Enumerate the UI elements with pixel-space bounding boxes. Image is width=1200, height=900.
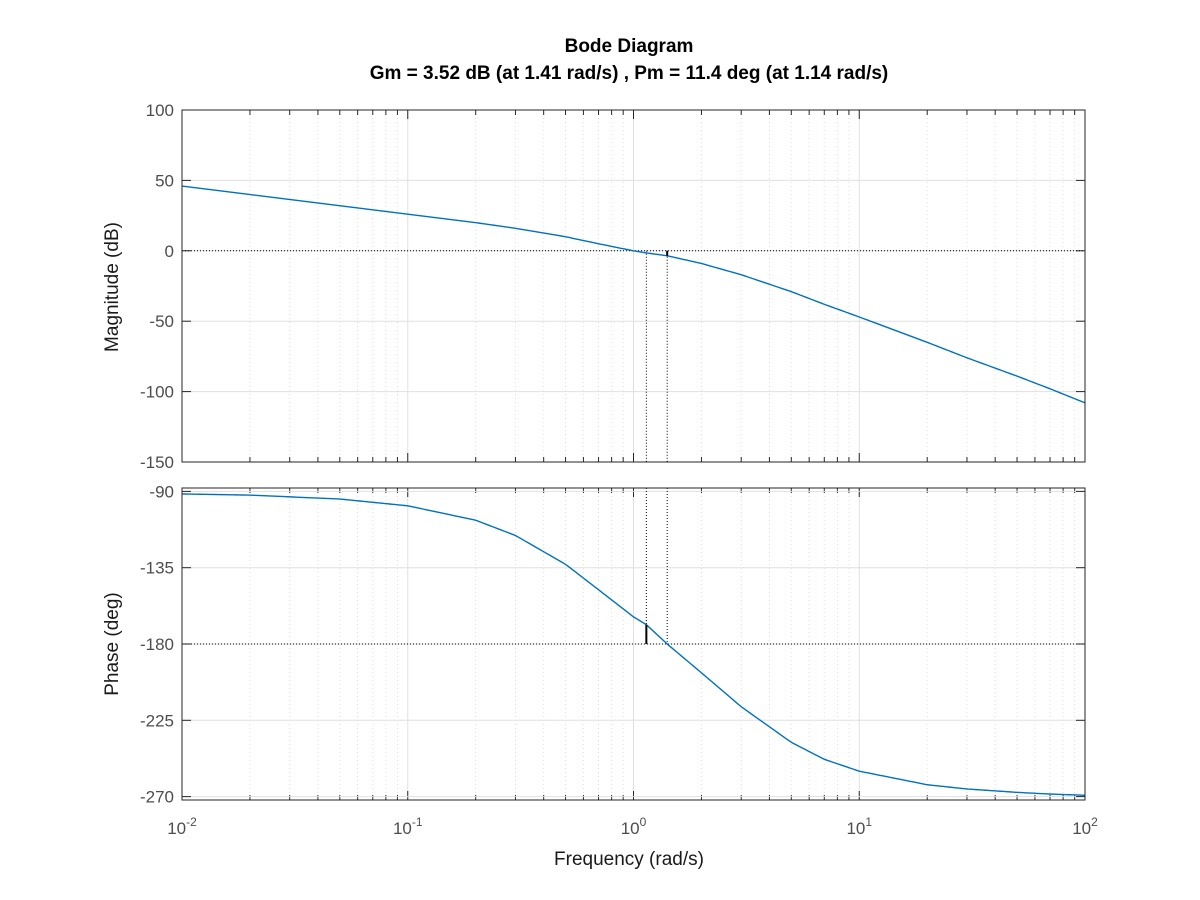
phase-panel: -90 -135 -180 -225 -270 10-2 10-1 100 101 102: [140, 482, 1098, 838]
phase-series-line: [181, 493, 1086, 796]
x-tick-label: 102: [1072, 815, 1098, 838]
chart-title: Bode Diagram: [565, 36, 694, 57]
mag-y-tick-label: 50: [155, 171, 174, 190]
mag-series-line: [181, 185, 1086, 404]
phase-y-tick-label: -225: [140, 711, 174, 730]
mag-y-tick-label: -100: [140, 383, 174, 402]
mag-y-tick-label: -50: [149, 312, 174, 331]
chart-subtitle: Gm = 3.52 dB (at 1.41 rad/s) , Pm = 11.4…: [370, 63, 889, 84]
phase-axes-box: [181, 487, 1086, 801]
mag-y-axis-label: Magnitude (dB): [102, 222, 123, 352]
x-tick-label: 100: [621, 815, 647, 838]
phase-y-tick-label: -135: [140, 559, 174, 578]
x-tick-label: 101: [846, 815, 872, 838]
x-tick-label: 10-1: [393, 815, 423, 838]
mag-y-tick-label: 100: [146, 101, 174, 120]
phase-y-tick-label: -270: [140, 788, 174, 807]
x-axis-label: Frequency (rad/s): [554, 849, 704, 870]
phase-y-axis-label: Phase (deg): [102, 592, 123, 696]
x-tick-label: 10-2: [167, 815, 197, 838]
mag-y-tick-label: 0: [165, 242, 174, 261]
magnitude-panel: 100 50 0 -50 -100 -150: [140, 101, 1086, 472]
phase-y-tick-label: -90: [149, 482, 174, 501]
phase-y-tick-label: -180: [140, 635, 174, 654]
mag-y-tick-label: -150: [140, 453, 174, 472]
mag-axes-box: [181, 109, 1086, 463]
